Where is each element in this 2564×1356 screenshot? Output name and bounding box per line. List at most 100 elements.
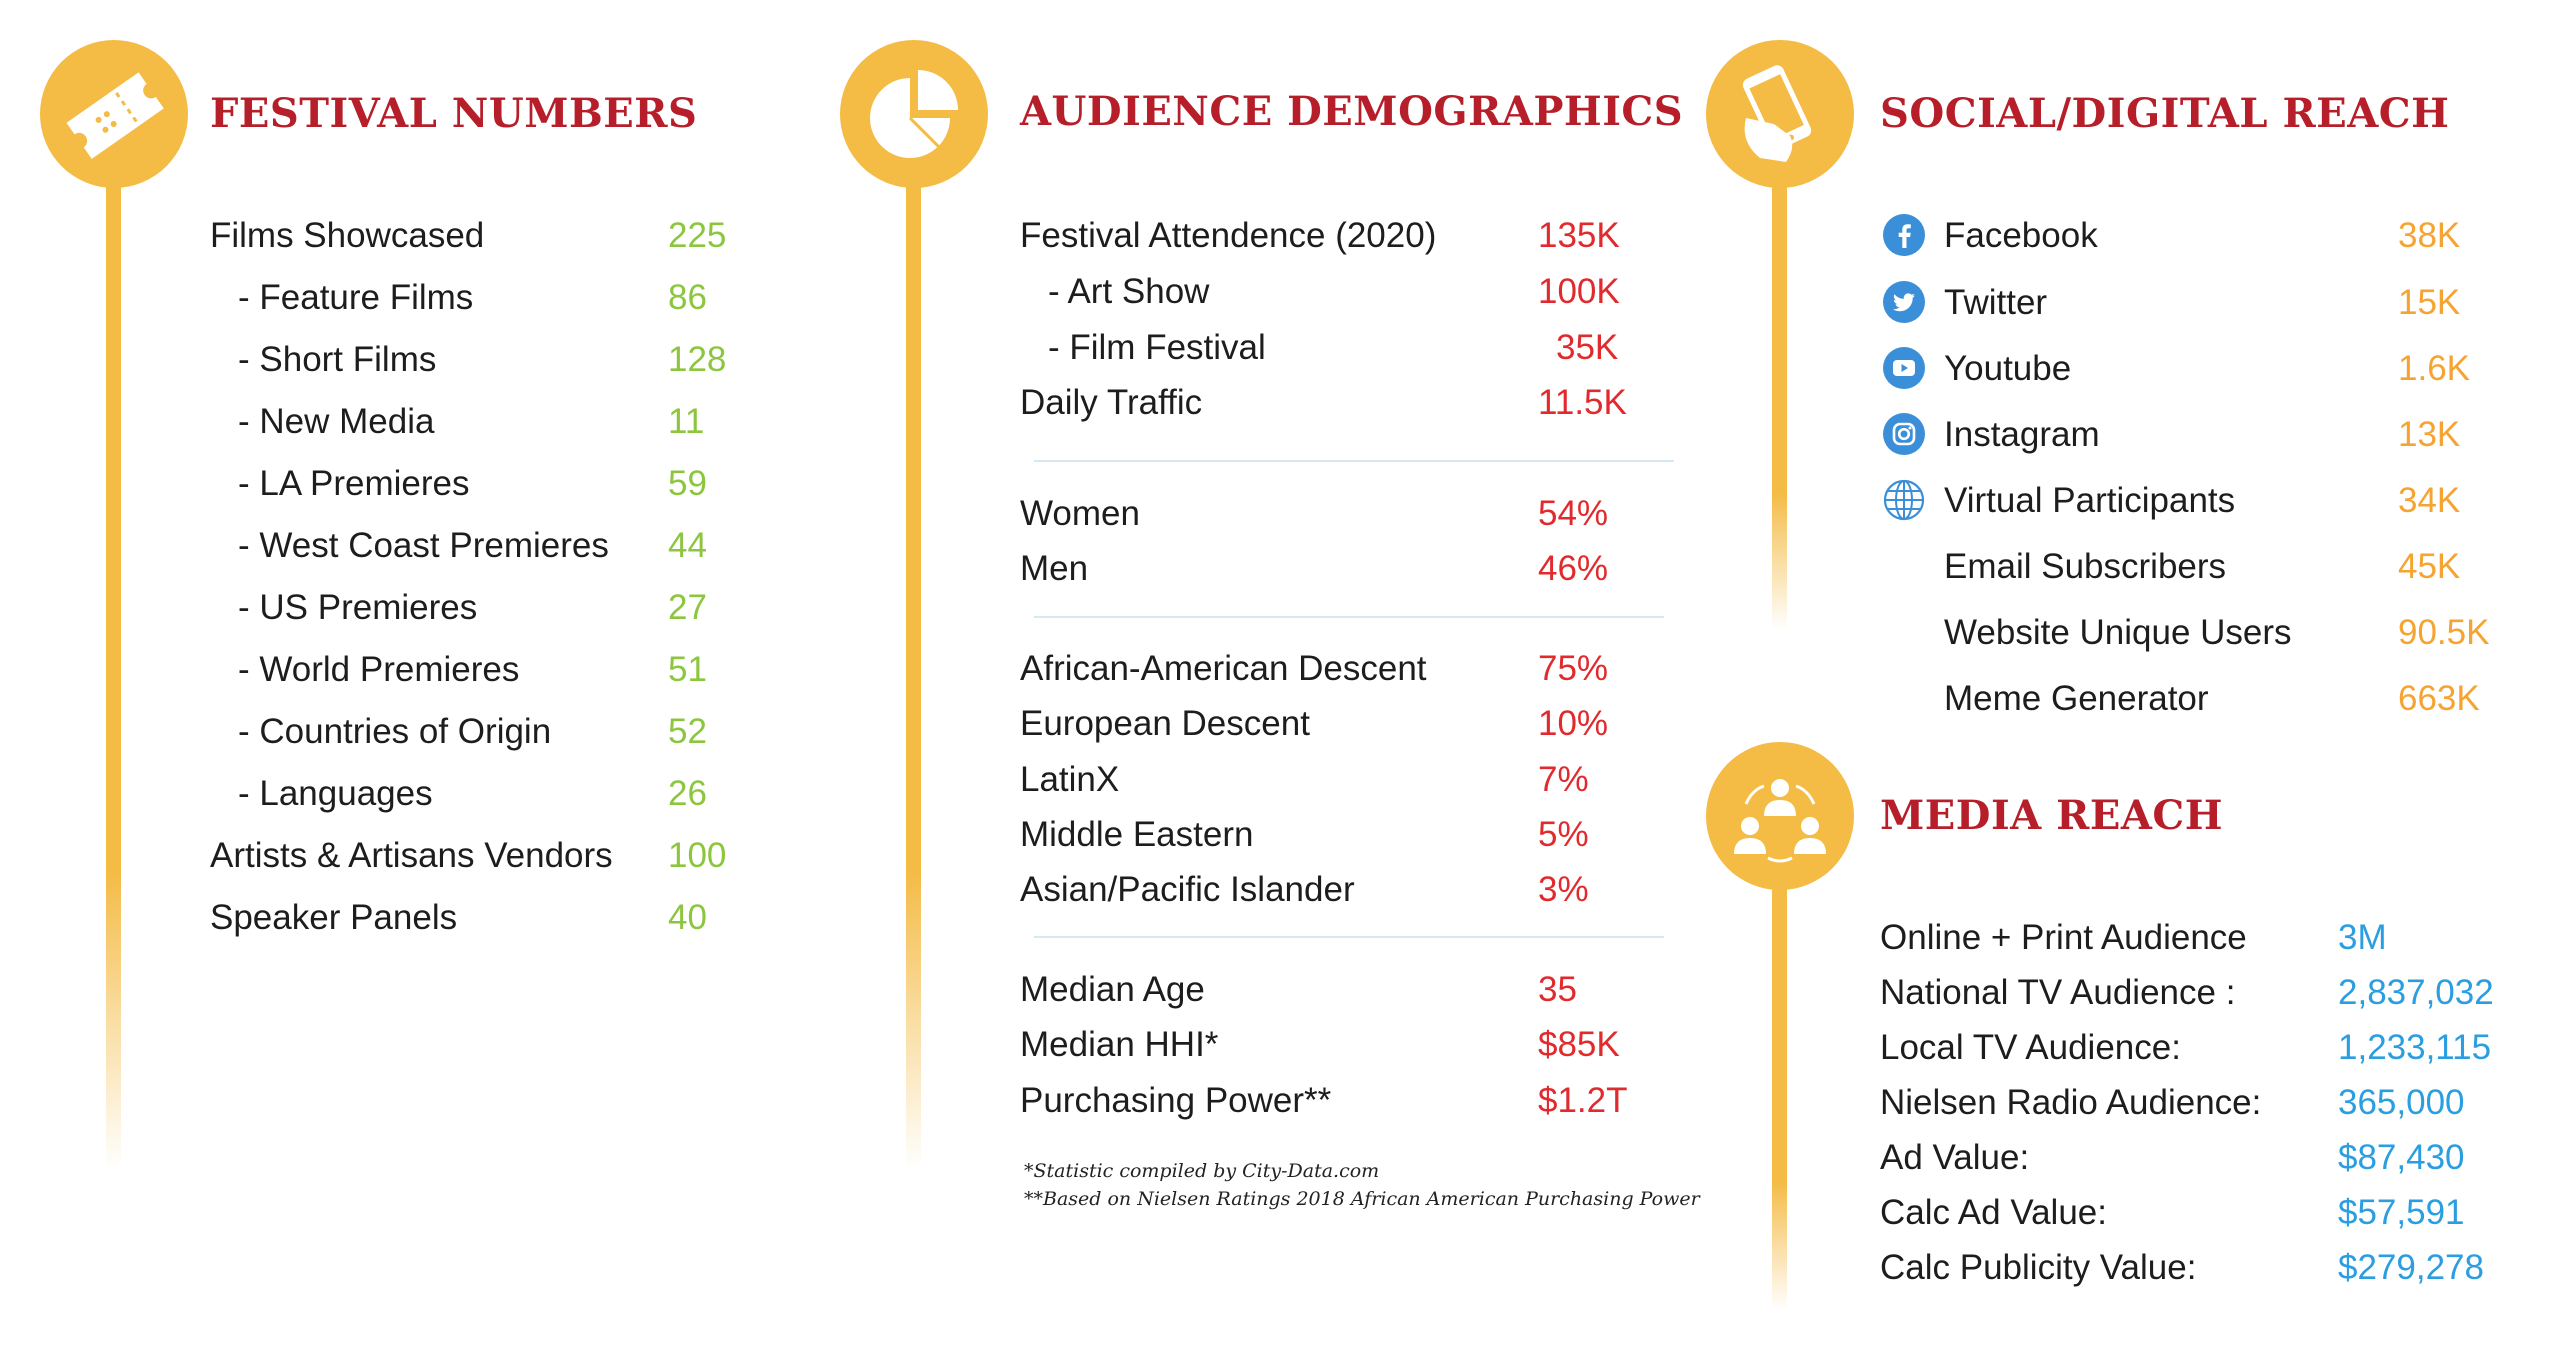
- instagram-icon[interactable]: [1882, 412, 1926, 456]
- festival-row-value: 40: [668, 898, 707, 937]
- social-row-label: Facebook: [1944, 216, 2098, 255]
- festival-row-label: - Countries of Origin: [238, 712, 552, 751]
- media-row-label: Calc Ad Value:: [1880, 1193, 2107, 1232]
- media-row-label: Online + Print Audience: [1880, 918, 2247, 957]
- media-badge: [1706, 742, 1854, 890]
- social-row-label: Twitter: [1944, 283, 2048, 322]
- audience-row-label: Women: [1020, 494, 1140, 533]
- festival-row-label: Artists & Artisans Vendors: [210, 836, 613, 875]
- media-title: MEDIA REACH: [1880, 792, 2224, 839]
- social-row-label: Youtube: [1944, 349, 2072, 388]
- audience-row-label: Daily Traffic: [1020, 383, 1203, 422]
- audience-badge: [840, 40, 988, 188]
- festival-badge: [40, 40, 188, 188]
- social-row-label: Website Unique Users: [1944, 613, 2292, 652]
- media-row-value: 3M: [2338, 918, 2387, 957]
- audience-row-value: 100K: [1538, 272, 1620, 311]
- social-row-label: Email Subscribers: [1944, 547, 2227, 586]
- festival-row-label: - World Premieres: [238, 650, 520, 689]
- festival-row-value: 26: [668, 774, 707, 813]
- globe-icon: [1882, 478, 1926, 522]
- media-row-label: Nielsen Radio Audience:: [1880, 1083, 2262, 1122]
- ticket-icon: [66, 72, 164, 159]
- social-row-value: 1.6K: [2398, 349, 2470, 388]
- audience-row-label: Middle Eastern: [1020, 815, 1254, 854]
- audience-row-value: $85K: [1538, 1025, 1620, 1064]
- section-divider: [1034, 616, 1664, 618]
- youtube-icon[interactable]: [1882, 346, 1926, 390]
- audience-title: AUDIENCE DEMOGRAPHICS: [1020, 88, 1684, 135]
- festival-row-value: 52: [668, 712, 707, 751]
- audience-row-label: African-American Descent: [1020, 649, 1427, 688]
- media-row-value: $57,591: [2338, 1193, 2465, 1232]
- festival-row-value: 51: [668, 650, 707, 689]
- media-row-label: Ad Value:: [1880, 1138, 2030, 1177]
- media-row-value: $87,430: [2338, 1138, 2465, 1177]
- audience-row-label: Median Age: [1020, 970, 1205, 1009]
- people-network-icon: [1734, 779, 1826, 863]
- audience-row-label: Asian/Pacific Islander: [1020, 870, 1355, 909]
- audience-row-value: 5%: [1538, 815, 1589, 854]
- festival-row-value: 59: [668, 464, 707, 503]
- festival-row-label: - Feature Films: [238, 278, 474, 317]
- facebook-icon[interactable]: [1882, 213, 1926, 257]
- audience-row-value: 54%: [1538, 494, 1609, 533]
- social-row-value: 38K: [2398, 216, 2461, 255]
- social-timeline-stem: [1772, 170, 1787, 630]
- audience-row-value: 35: [1538, 970, 1577, 1009]
- media-row-label: National TV Audience :: [1880, 973, 2236, 1012]
- festival-row-value: 11: [668, 402, 705, 441]
- pie-chart-icon: [870, 70, 958, 158]
- audience-row-value: 7%: [1538, 760, 1589, 799]
- audience-row-label: Purchasing Power**: [1020, 1081, 1332, 1120]
- social-row-label: Meme Generator: [1944, 679, 2209, 718]
- audience-row-value: 135K: [1538, 216, 1620, 255]
- media-row-value: $279,278: [2338, 1248, 2484, 1287]
- audience-row-label: - Art Show: [1048, 272, 1210, 311]
- festival-row-label: Speaker Panels: [210, 898, 458, 937]
- section-divider: [1034, 460, 1674, 462]
- audience-row-label: - Film Festival: [1048, 328, 1266, 367]
- festival-row-value: 128: [668, 340, 727, 379]
- festival-row-value: 86: [668, 278, 707, 317]
- social-row-value: 663K: [2398, 679, 2480, 718]
- section-divider: [1034, 936, 1664, 938]
- audience-row-value: 35K: [1556, 328, 1619, 367]
- audience-timeline-stem: [906, 170, 921, 1170]
- audience-row-label: Festival Attendence (2020): [1020, 216, 1437, 255]
- footnote: *Statistic compiled by City-Data.com: [1024, 1160, 1380, 1182]
- media-row-label: Local TV Audience:: [1880, 1028, 2181, 1067]
- social-badge: [1706, 40, 1854, 188]
- audience-row-label: European Descent: [1020, 704, 1310, 743]
- audience-row-value: 3%: [1538, 870, 1589, 909]
- social-row-value: 13K: [2398, 415, 2461, 454]
- media-row-value: 1,233,115: [2338, 1028, 2492, 1067]
- social-title: SOCIAL/DIGITAL REACH: [1880, 90, 2450, 137]
- media-timeline-stem: [1772, 880, 1787, 1310]
- audience-row-label: Men: [1020, 549, 1089, 588]
- audience-row-value: 10%: [1538, 704, 1609, 743]
- social-row-value: 15K: [2398, 283, 2461, 322]
- audience-row-value: 11.5K: [1538, 383, 1627, 422]
- festival-row-label: - West Coast Premieres: [238, 526, 609, 565]
- festival-row-label: - New Media: [238, 402, 435, 441]
- festival-row-label: - LA Premieres: [238, 464, 470, 503]
- audience-row-value: 75%: [1538, 649, 1609, 688]
- twitter-icon[interactable]: [1882, 280, 1926, 324]
- festival-row-label: - US Premieres: [238, 588, 478, 627]
- social-row-value: 34K: [2398, 481, 2461, 520]
- festival-row-value: 225: [668, 216, 727, 255]
- social-row-value: 45K: [2398, 547, 2461, 586]
- audience-row-label: LatinX: [1020, 760, 1120, 799]
- festival-row-label: Films Showcased: [210, 216, 485, 255]
- social-row-label: Instagram: [1944, 415, 2100, 454]
- festival-row-label: - Languages: [238, 774, 433, 813]
- festival-row-label: - Short Films: [238, 340, 437, 379]
- festival-title: FESTIVAL NUMBERS: [210, 90, 698, 137]
- social-row-label: Virtual Participants: [1944, 481, 2236, 520]
- audience-row-label: Median HHI*: [1020, 1025, 1219, 1064]
- audience-row-value: $1.2T: [1538, 1081, 1628, 1120]
- festival-row-value: 100: [668, 836, 727, 875]
- media-row-value: 365,000: [2338, 1083, 2465, 1122]
- audience-row-value: 46%: [1538, 549, 1609, 588]
